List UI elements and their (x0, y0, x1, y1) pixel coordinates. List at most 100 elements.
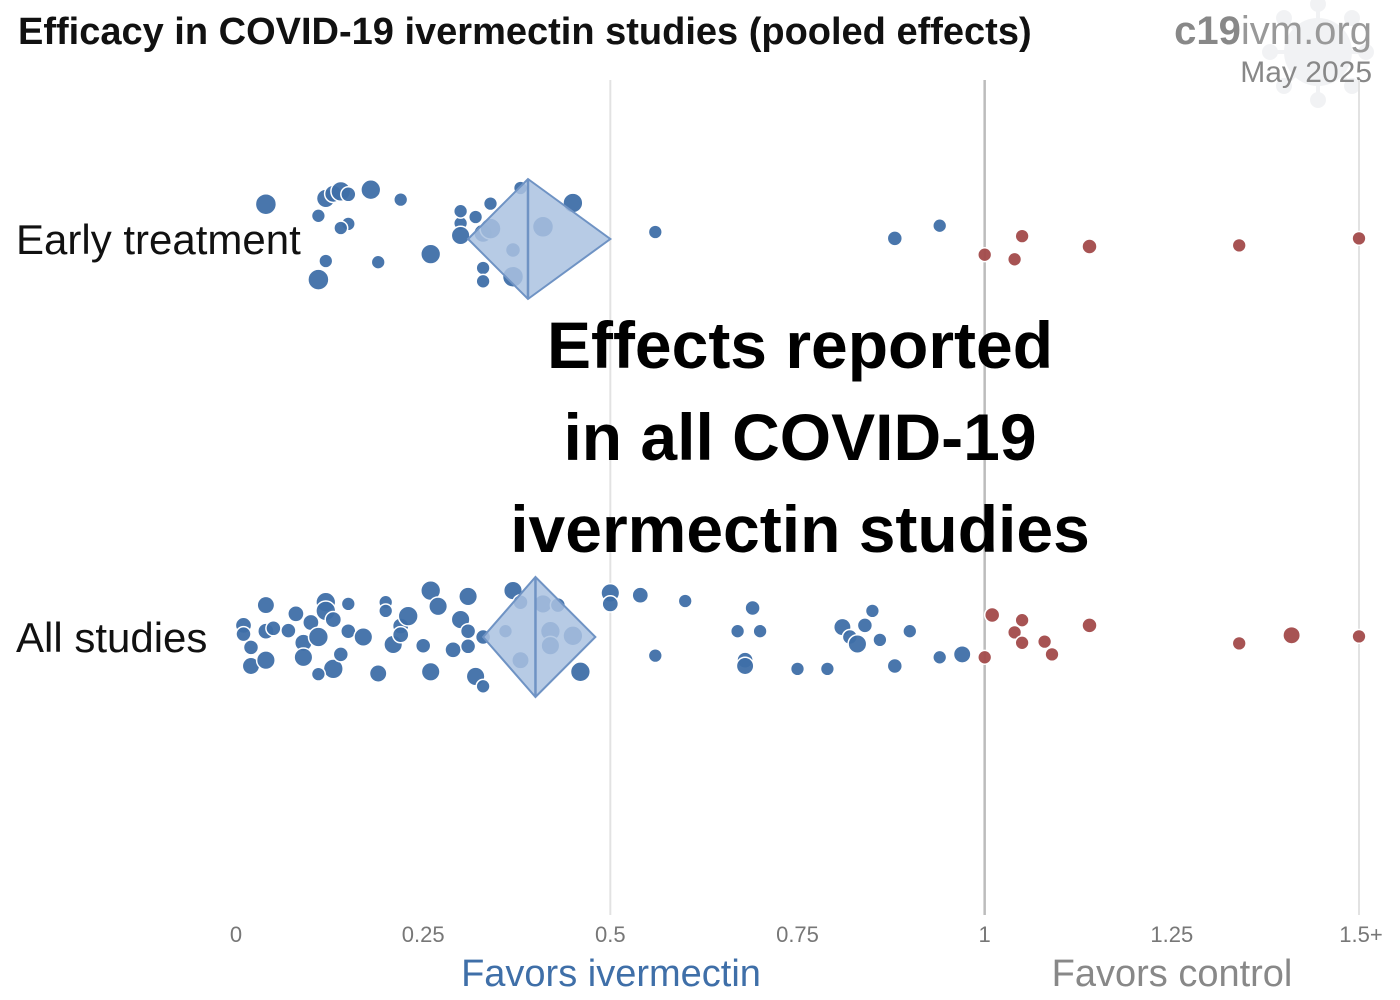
study-point-all-20 (340, 596, 356, 612)
study-point-all-18 (310, 666, 327, 682)
pooled-diamond-early (466, 177, 613, 301)
pooled-diamond-all (481, 575, 597, 699)
study-point-all-38 (458, 586, 479, 607)
study-point-all-2 (242, 639, 260, 656)
study-point-all-75 (983, 606, 1001, 624)
study-point-early-20 (475, 260, 491, 276)
x-tick-label-4: 1 (979, 922, 991, 947)
study-point-all-63 (819, 661, 836, 677)
study-point-early-6 (360, 179, 382, 201)
study-point-early-31 (977, 247, 993, 263)
study-point-early-33 (1014, 228, 1030, 244)
study-point-all-19 (332, 646, 350, 663)
study-point-early-36 (1351, 230, 1367, 247)
study-point-all-7 (265, 620, 282, 637)
study-point-all-69 (872, 632, 888, 648)
virus-watermark-icon (1262, 0, 1374, 108)
study-point-all-73 (952, 644, 972, 664)
study-point-all-81 (1081, 617, 1098, 634)
study-point-all-34 (444, 640, 462, 659)
chart-title: Efficacy in COVID-19 ivermectin studies … (18, 11, 1032, 53)
study-point-all-70 (886, 657, 904, 675)
x-tick-label-5: 1.25 (1150, 922, 1193, 947)
study-point-all-61 (735, 656, 755, 676)
study-point-all-54 (631, 586, 650, 605)
study-point-early-15 (452, 203, 469, 219)
study-point-all-16 (324, 610, 343, 629)
x-axis-ticks: 0 0.25 0.5 0.75 1 1.25 1.5+ (230, 922, 1383, 947)
study-point-all-62 (789, 661, 806, 677)
study-point-early-28 (647, 224, 663, 240)
study-point-all-79 (1036, 633, 1053, 650)
study-point-early-5 (340, 186, 357, 203)
study-point-all-76 (1006, 624, 1023, 641)
study-point-all-53 (601, 595, 620, 613)
study-point-all-9 (287, 604, 305, 623)
brand-light-text: ivm.org (1241, 9, 1372, 53)
study-point-early-21 (475, 273, 491, 289)
study-point-all-1 (235, 625, 252, 643)
study-point-early-0 (254, 192, 278, 216)
study-point-all-22 (353, 626, 374, 648)
row-label-early-treatment: Early treatment (16, 216, 301, 263)
study-point-all-41 (475, 678, 491, 694)
study-point-all-11 (293, 647, 314, 668)
study-point-all-59 (752, 623, 768, 639)
study-point-all-80 (1044, 646, 1060, 663)
x-tick-label-3: 0.75 (776, 922, 819, 947)
study-point-early-7 (393, 191, 409, 208)
study-point-early-32 (1006, 251, 1023, 267)
chart-date: May 2025 (1240, 56, 1372, 89)
favors-ivermectin-label: Favors ivermectin (461, 953, 761, 995)
study-point-all-55 (647, 647, 663, 664)
study-point-all-28 (391, 625, 410, 644)
study-point-early-16 (467, 209, 484, 225)
study-point-all-13 (307, 626, 330, 648)
study-point-all-56 (677, 593, 693, 609)
brand-bold-text: c19 (1174, 9, 1241, 53)
study-point-all-82 (1231, 635, 1247, 652)
study-point-all-78 (1014, 612, 1030, 628)
study-point-early-34 (1081, 238, 1098, 255)
study-point-early-35 (1231, 237, 1247, 254)
study-point-all-30 (414, 637, 432, 654)
study-point-all-32 (428, 596, 449, 617)
study-point-all-33 (420, 661, 441, 682)
study-point-all-6 (255, 650, 276, 671)
overlay-line-2: in all COVID-19 (563, 400, 1036, 474)
x-tick-label-1: 0.25 (402, 922, 445, 947)
x-tick-label-6: 1.5+ (1339, 922, 1382, 947)
study-point-all-74 (977, 649, 993, 665)
study-point-early-18 (450, 225, 471, 246)
study-point-all-83 (1282, 625, 1302, 645)
study-point-all-72 (932, 649, 948, 665)
study-point-all-29 (397, 605, 419, 627)
x-tick-label-2: 0.5 (595, 922, 626, 947)
study-point-all-51 (569, 661, 592, 683)
study-point-early-13 (420, 243, 442, 265)
study-point-early-30 (932, 218, 948, 234)
study-point-all-67 (856, 617, 874, 634)
favors-control-label: Favors control (1052, 953, 1293, 995)
study-point-early-10 (318, 253, 334, 269)
study-point-all-58 (744, 599, 761, 617)
study-point-all-8 (280, 622, 297, 639)
row-label-all-studies: All studies (16, 614, 207, 661)
overlay-line-3: ivermectin studies (510, 492, 1090, 566)
study-point-all-4 (256, 595, 276, 615)
study-point-all-23 (368, 664, 388, 683)
gridlines (609, 80, 1360, 915)
study-point-all-71 (902, 623, 918, 639)
study-point-early-22 (482, 195, 499, 212)
study-point-early-29 (886, 230, 904, 247)
study-point-early-12 (370, 254, 386, 270)
study-point-all-36 (459, 622, 477, 640)
study-point-all-77 (1014, 635, 1030, 651)
overlay-line-1: Effects reported (547, 308, 1053, 382)
study-point-early-1 (310, 208, 327, 224)
study-point-early-11 (307, 268, 330, 291)
pooled-diamonds (466, 177, 613, 699)
study-point-all-84 (1351, 628, 1367, 645)
brand-logo: c19ivm.org (1174, 9, 1372, 53)
